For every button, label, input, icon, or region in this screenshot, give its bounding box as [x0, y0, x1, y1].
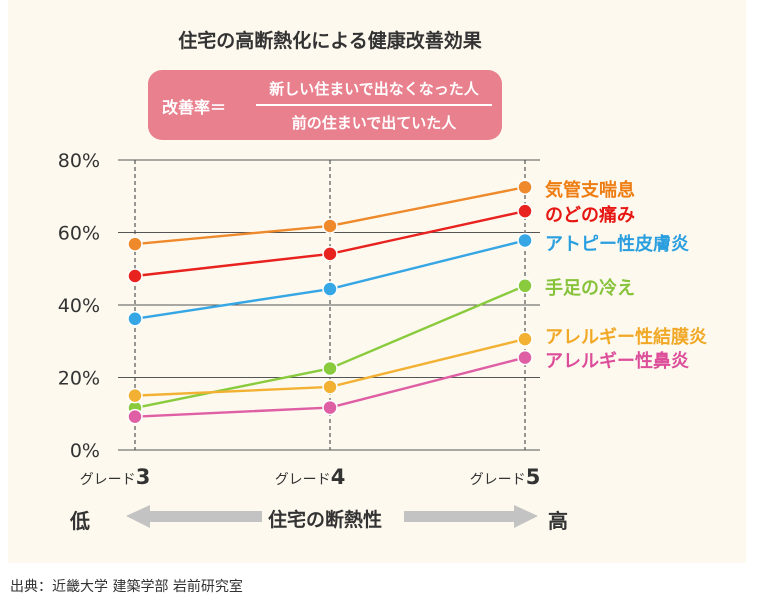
x-tick-label: グレード4: [275, 465, 346, 489]
data-point: [322, 399, 338, 416]
y-tick-label: 80%: [58, 150, 100, 172]
data-point: [127, 311, 143, 327]
data-point: [517, 278, 533, 294]
data-point: [517, 331, 533, 347]
data-point: [322, 281, 338, 297]
y-tick-labels: 0% 20% 40% 60% 80%: [58, 150, 100, 462]
series-label: アレルギー性結膜炎: [545, 326, 707, 348]
axis-low-label: 低: [70, 509, 90, 533]
data-point: [322, 218, 338, 234]
data-point: [127, 236, 143, 252]
x-tick-prefix: グレード: [275, 472, 331, 488]
formula-denominator: 前の住まいで出ていた人: [291, 114, 457, 132]
x-tick-labels: グレード3 グレード4 グレード5: [80, 465, 541, 489]
x-tick-prefix: グレード: [470, 472, 526, 488]
source-credit: 出典：近畿大学 建築学部 岩前研究室: [10, 579, 243, 595]
data-point: [517, 203, 533, 219]
data-point: [127, 408, 143, 425]
y-tick-label: 20%: [58, 368, 100, 390]
x-tick-label: グレード3: [80, 465, 151, 489]
y-tick-label: 0%: [70, 440, 100, 462]
arrow-right-head: [404, 505, 538, 528]
data-point: [517, 179, 533, 195]
x-tick-number: 3: [136, 465, 151, 489]
insulation-arrow: [126, 505, 538, 528]
series-label: のどの痛み: [545, 204, 635, 226]
series-label: アレルギー性鼻炎: [545, 350, 689, 372]
data-point: [322, 360, 338, 377]
formula-fraction-bar: [256, 104, 492, 106]
chart-title: 住宅の高断熱化による健康改善効果: [178, 30, 482, 52]
y-tick-label: 60%: [58, 223, 100, 245]
data-point: [517, 232, 533, 249]
arrow-left-head: [126, 505, 262, 528]
series-lines: [127, 179, 533, 425]
data-point: [127, 387, 143, 404]
x-tick-prefix: グレード: [80, 472, 136, 488]
y-tick-label: 40%: [58, 295, 100, 317]
data-point: [517, 349, 533, 366]
axis-high-label: 高: [548, 509, 568, 533]
x-tick-number: 5: [526, 465, 541, 489]
series-label: アトピー性皮膚炎: [545, 233, 689, 255]
series-label: 手足の冷え: [545, 277, 635, 299]
data-point: [322, 246, 338, 262]
axis-caption: 住宅の断熱性: [268, 509, 383, 531]
data-point: [127, 268, 143, 284]
formula-lhs: 改善率＝: [162, 98, 227, 117]
series-label: 気管支喘息: [545, 179, 635, 201]
formula-numerator: 新しい住まいで出なくなった人: [269, 80, 479, 98]
x-tick-label: グレード5: [470, 465, 541, 489]
data-point: [322, 379, 338, 395]
improvement-rate-formula: 改善率＝ 新しい住まいで出なくなった人 前の住まいで出ていた人: [148, 70, 502, 140]
x-tick-number: 4: [331, 465, 346, 489]
